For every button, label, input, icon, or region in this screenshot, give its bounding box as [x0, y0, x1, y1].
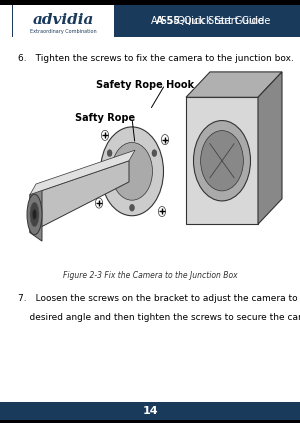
- Bar: [12, 5, 13, 37]
- Text: Extraordinary Combination: Extraordinary Combination: [30, 29, 96, 33]
- Text: advidia: advidia: [32, 13, 94, 27]
- Text: A-55-: A-55-: [156, 16, 185, 26]
- Ellipse shape: [27, 194, 42, 235]
- Text: desired angle and then tighten the screws to secure the camera.: desired angle and then tighten the screw…: [18, 313, 300, 322]
- Text: 14: 14: [142, 406, 158, 416]
- Bar: [0, 420, 300, 423]
- Text: Safty Rope: Safty Rope: [75, 113, 135, 124]
- Polygon shape: [30, 186, 42, 241]
- Polygon shape: [186, 72, 282, 97]
- Polygon shape: [30, 161, 129, 233]
- Bar: [0, 402, 300, 423]
- Circle shape: [130, 204, 134, 211]
- Circle shape: [201, 131, 243, 191]
- Text: Quick Start Guide: Quick Start Guide: [184, 16, 271, 26]
- Ellipse shape: [33, 209, 36, 220]
- Text: Figure 2-3 Fix the Camera to the Junction Box: Figure 2-3 Fix the Camera to the Junctio…: [63, 271, 237, 280]
- Circle shape: [194, 121, 250, 201]
- Text: A-55-Quick Start Guide: A-55-Quick Start Guide: [151, 16, 263, 26]
- Polygon shape: [186, 97, 258, 224]
- Circle shape: [107, 150, 112, 157]
- Bar: [0, 5, 114, 37]
- Bar: [0, 5, 300, 37]
- Circle shape: [152, 150, 157, 157]
- Bar: [0, 0, 300, 5]
- Text: 6. Tighten the screws to fix the camera to the junction box.: 6. Tighten the screws to fix the camera …: [18, 54, 294, 63]
- Text: Safety Rope Hook: Safety Rope Hook: [96, 80, 194, 90]
- Ellipse shape: [30, 202, 39, 227]
- Circle shape: [112, 143, 152, 200]
- Circle shape: [100, 127, 164, 216]
- Text: 7. Loosen the screws on the bracket to adjust the camera to the: 7. Loosen the screws on the bracket to a…: [18, 294, 300, 303]
- Polygon shape: [258, 72, 282, 224]
- Polygon shape: [30, 150, 135, 195]
